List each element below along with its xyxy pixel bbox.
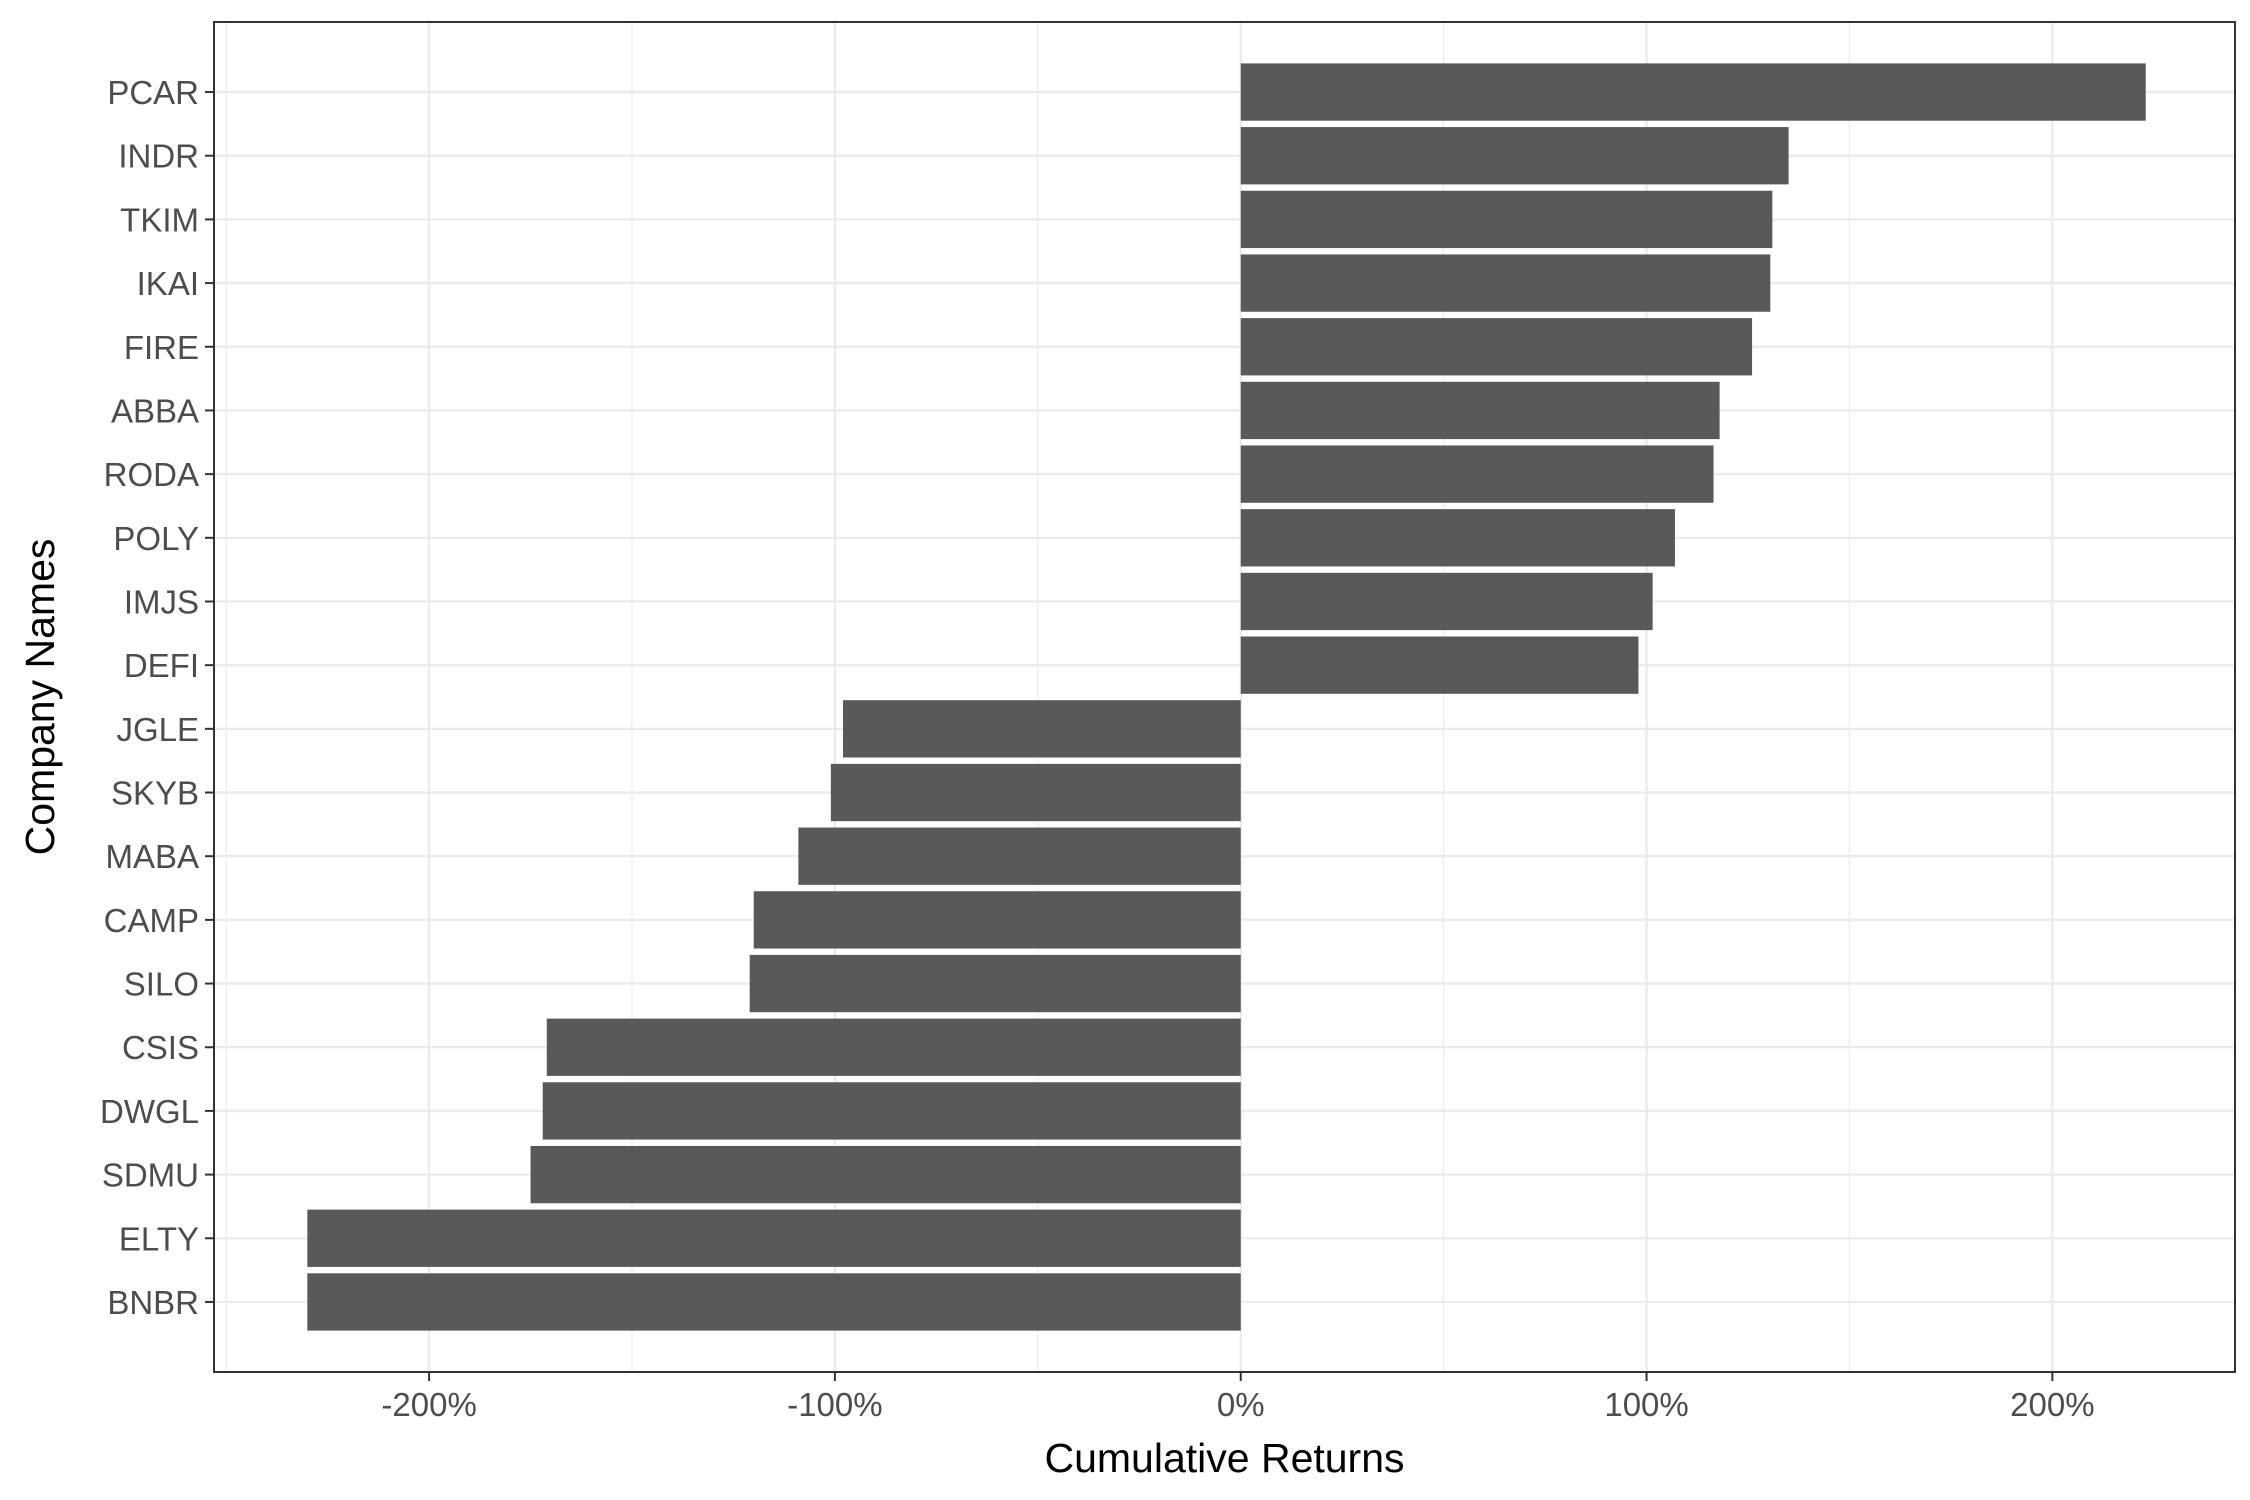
bar-jgle: [843, 700, 1241, 758]
bar-skyb: [830, 763, 1241, 822]
y-tick-label: PCAR: [107, 74, 199, 111]
bar-camp: [753, 891, 1241, 949]
y-tick-label: JGLE: [116, 711, 199, 748]
y-tick-label: ELTY: [119, 1220, 199, 1257]
bar-poly: [1240, 509, 1675, 567]
panel-border: [213, 21, 2236, 1373]
bar-defi: [1240, 636, 1639, 694]
x-tick-label: 100%: [1604, 1386, 1688, 1423]
x-tick-label: -200%: [381, 1386, 476, 1423]
y-tick-label: FIRE: [124, 329, 199, 366]
y-axis-title: Company Names: [17, 539, 63, 856]
bar-fire: [1240, 318, 1753, 376]
y-tick-label: IMJS: [124, 583, 199, 620]
y-tick-label: SDMU: [102, 1157, 199, 1194]
y-tick-label: SKYB: [111, 775, 199, 812]
y-tick-label: TKIM: [120, 201, 199, 238]
bars: [307, 63, 2146, 1331]
bar-ikai: [1240, 254, 1771, 312]
bar-roda: [1240, 445, 1714, 503]
y-tick-label: RODA: [104, 456, 199, 493]
y-tick-label: SILO: [124, 966, 199, 1003]
y-tick-label: ABBA: [111, 392, 199, 429]
x-tick-label: -100%: [787, 1386, 882, 1423]
bar-pcar: [1240, 63, 2146, 121]
x-axis-title: Cumulative Returns: [1044, 1435, 1404, 1481]
bar-maba: [798, 827, 1241, 885]
y-tick-label: DEFI: [124, 647, 199, 684]
bar-dwgl: [542, 1082, 1241, 1140]
bar-csis: [546, 1018, 1241, 1076]
y-tick-label: MABA: [105, 838, 199, 875]
y-tick-label: DWGL: [100, 1093, 199, 1130]
y-axis: PCAR INDR TKIM IKAI FIRE ABBA RODA POLY IMJS DEFI…: [100, 74, 214, 1321]
bar-imjs: [1240, 572, 1653, 631]
x-axis: -200% -100% 0% 100% 200%: [381, 1372, 2095, 1423]
x-tick-label: 0%: [1217, 1386, 1265, 1423]
y-tick-label: BNBR: [107, 1284, 199, 1321]
bar-sdmu: [530, 1145, 1241, 1204]
bar-silo: [749, 954, 1241, 1013]
bar-indr: [1240, 127, 1789, 185]
bar-abba: [1240, 381, 1720, 440]
y-tick-label: CSIS: [122, 1029, 199, 1066]
y-tick-label: CAMP: [104, 902, 199, 939]
y-tick-label: IKAI: [137, 265, 199, 302]
x-tick-label: 200%: [2010, 1386, 2094, 1423]
bar-bnbr: [307, 1273, 1241, 1331]
y-tick-label: POLY: [113, 520, 199, 557]
bar-tkim: [1240, 190, 1773, 249]
bar-elty: [307, 1209, 1241, 1267]
y-tick-label: INDR: [118, 138, 199, 175]
